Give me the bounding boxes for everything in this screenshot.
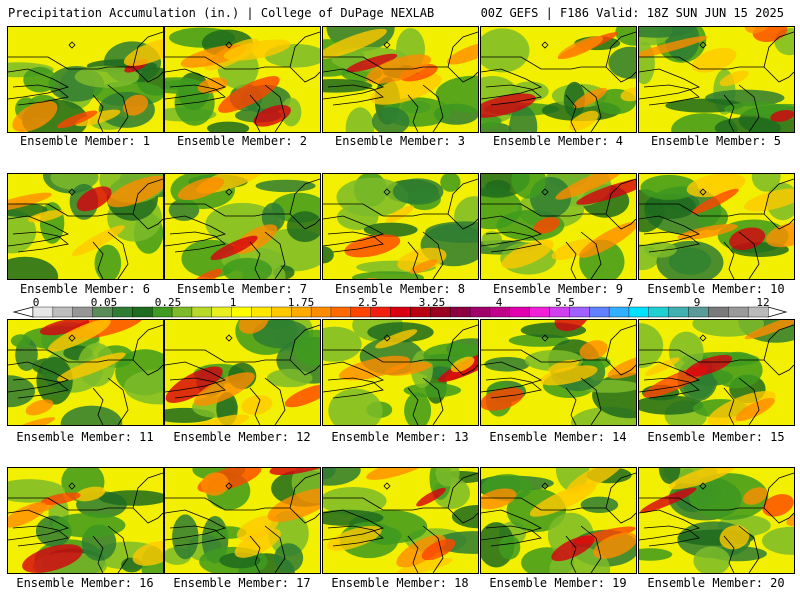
member-label: Ensemble Member: 16 <box>16 576 154 590</box>
member-label: Ensemble Member: 13 <box>331 430 469 444</box>
member-label: Ensemble Member: 20 <box>647 576 785 590</box>
ensemble-member-map <box>638 26 795 133</box>
map-title: Precipitation Accumulation (in.) | Colle… <box>8 6 435 20</box>
member-label: Ensemble Member: 15 <box>647 430 785 444</box>
ensemble-member-map <box>322 467 479 574</box>
ensemble-member-map <box>638 319 795 426</box>
map-boundaries <box>481 324 636 425</box>
map-boundaries <box>323 31 478 132</box>
colorbar-cell <box>529 306 550 318</box>
colorbar-cell <box>390 306 411 318</box>
member-label: Ensemble Member: 17 <box>173 576 311 590</box>
colorbar-cell <box>251 306 272 318</box>
map-boundaries <box>639 178 794 279</box>
ensemble-member-map <box>638 467 795 574</box>
ensemble-member-map <box>164 467 321 574</box>
ensemble-member-map <box>7 26 164 133</box>
colorbar-cell <box>132 306 153 318</box>
colorbar-cell <box>589 306 610 318</box>
ensemble-member-map <box>164 173 321 280</box>
colorbar-cell <box>668 306 690 318</box>
colorbar-tick-label: 12 <box>756 296 770 309</box>
member-label: Ensemble Member: 2 <box>176 134 308 148</box>
member-label: Ensemble Member: 7 <box>176 282 308 296</box>
colorbar-left-arrow <box>12 306 34 318</box>
member-label: Ensemble Member: 6 <box>19 282 151 296</box>
color-scale-bar <box>12 306 788 318</box>
colorbar-tick-label: 0.25 <box>154 296 182 309</box>
colorbar-tick-label: 3.25 <box>418 296 446 309</box>
ensemble-member-map <box>164 319 321 426</box>
colorbar-tick-label: 5.5 <box>555 296 575 309</box>
member-label: Ensemble Member: 3 <box>334 134 466 148</box>
member-label: Ensemble Member: 19 <box>489 576 627 590</box>
map-boundaries <box>639 472 794 573</box>
colorbar-cell <box>648 306 670 318</box>
colorbar-cell <box>330 306 352 318</box>
member-label: Ensemble Member: 8 <box>334 282 466 296</box>
map-boundaries <box>8 472 163 573</box>
member-label: Ensemble Member: 1 <box>19 134 151 148</box>
map-boundaries <box>165 472 320 573</box>
map-boundaries <box>481 31 636 132</box>
member-label: Ensemble Member: 14 <box>489 430 627 444</box>
map-boundaries <box>8 178 163 279</box>
ensemble-member-map <box>480 173 637 280</box>
ensemble-member-map <box>322 173 479 280</box>
map-boundaries <box>165 178 320 279</box>
colorbar-tick-label: 2.5 <box>358 296 378 309</box>
valid-time: 00Z GEFS | F186 Valid: 18Z SUN JUN 15 20… <box>480 6 784 20</box>
map-boundaries <box>481 472 636 573</box>
ensemble-member-map <box>164 26 321 133</box>
colorbar-tick-label: 7 <box>626 296 634 309</box>
ensemble-member-map <box>480 467 637 574</box>
member-label: Ensemble Member: 12 <box>173 430 311 444</box>
ensemble-member-map <box>322 319 479 426</box>
member-label: Ensemble Member: 10 <box>647 282 785 296</box>
map-boundaries <box>639 31 794 132</box>
ensemble-member-map <box>480 26 637 133</box>
colorbar-tick-label: 9 <box>693 296 701 309</box>
colorbar-cell <box>747 306 769 318</box>
colorbar-cell <box>728 306 749 318</box>
colorbar-tick-label: 0 <box>32 296 40 309</box>
map-boundaries <box>8 324 163 425</box>
map-boundaries <box>323 178 478 279</box>
colorbar-cell <box>449 306 471 318</box>
map-boundaries <box>323 472 478 573</box>
colorbar-cell <box>509 306 531 318</box>
map-boundaries <box>639 324 794 425</box>
colorbar-tick-label: 1.75 <box>287 296 315 309</box>
colorbar-cell <box>708 306 729 318</box>
colorbar-tick-label: 4 <box>495 296 503 309</box>
ensemble-member-map <box>638 173 795 280</box>
colorbar-tick-label: 0.05 <box>90 296 118 309</box>
ensemble-member-map <box>322 26 479 133</box>
member-label: Ensemble Member: 18 <box>331 576 469 590</box>
member-label: Ensemble Member: 9 <box>492 282 624 296</box>
ensemble-member-map <box>480 319 637 426</box>
map-boundaries <box>8 31 163 132</box>
colorbar-tick-label: 1 <box>229 296 237 309</box>
colorbar-right-arrow <box>767 306 788 318</box>
map-boundaries <box>165 324 320 425</box>
ensemble-member-map <box>7 319 164 426</box>
colorbar-cell <box>191 306 213 318</box>
colorbar-cell <box>52 306 74 318</box>
ensemble-member-map <box>7 173 164 280</box>
member-label: Ensemble Member: 11 <box>16 430 154 444</box>
map-boundaries <box>323 324 478 425</box>
map-boundaries <box>481 178 636 279</box>
member-label: Ensemble Member: 5 <box>650 134 782 148</box>
map-boundaries <box>165 31 320 132</box>
colorbar-cell <box>469 306 491 318</box>
member-label: Ensemble Member: 4 <box>492 134 624 148</box>
ensemble-member-map <box>7 467 164 574</box>
